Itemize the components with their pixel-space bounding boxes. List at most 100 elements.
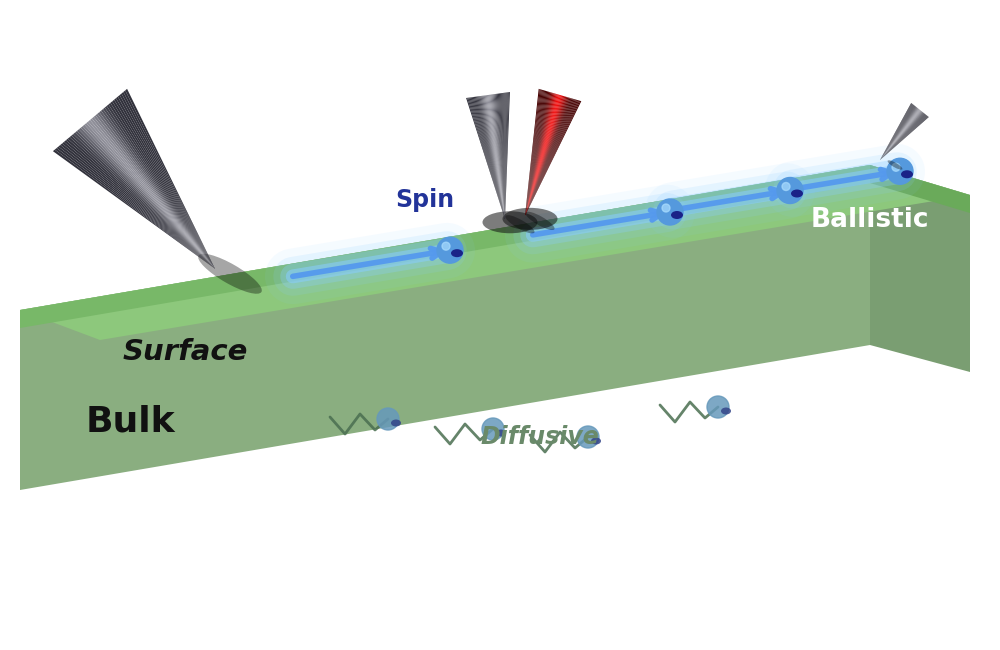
Polygon shape xyxy=(483,96,505,219)
Circle shape xyxy=(657,199,683,225)
Polygon shape xyxy=(480,96,505,219)
Polygon shape xyxy=(478,96,505,219)
Polygon shape xyxy=(474,97,505,219)
Polygon shape xyxy=(880,112,924,160)
Polygon shape xyxy=(870,165,970,372)
Polygon shape xyxy=(114,98,215,268)
Polygon shape xyxy=(505,92,509,219)
Polygon shape xyxy=(116,97,215,268)
Polygon shape xyxy=(525,100,578,216)
Ellipse shape xyxy=(888,161,902,170)
Circle shape xyxy=(437,237,463,263)
Polygon shape xyxy=(470,98,505,219)
Polygon shape xyxy=(880,109,919,160)
Polygon shape xyxy=(88,120,215,268)
Polygon shape xyxy=(62,142,215,268)
FancyArrowPatch shape xyxy=(673,191,787,210)
FancyArrowPatch shape xyxy=(293,251,447,276)
Polygon shape xyxy=(490,94,505,219)
Polygon shape xyxy=(112,99,215,268)
Polygon shape xyxy=(466,98,505,219)
Polygon shape xyxy=(55,148,215,268)
Polygon shape xyxy=(84,123,215,268)
Polygon shape xyxy=(880,108,918,160)
Polygon shape xyxy=(880,111,922,160)
Circle shape xyxy=(662,204,670,212)
Polygon shape xyxy=(880,107,916,160)
Polygon shape xyxy=(880,114,925,160)
Polygon shape xyxy=(880,111,921,160)
FancyArrowPatch shape xyxy=(793,172,897,189)
Polygon shape xyxy=(525,94,559,216)
Polygon shape xyxy=(66,138,215,268)
Polygon shape xyxy=(525,97,569,216)
Circle shape xyxy=(577,426,599,448)
Ellipse shape xyxy=(791,190,803,198)
FancyArrowPatch shape xyxy=(673,191,787,210)
FancyArrowPatch shape xyxy=(533,210,661,235)
Circle shape xyxy=(377,408,399,430)
Polygon shape xyxy=(525,92,550,216)
Ellipse shape xyxy=(721,408,731,415)
Polygon shape xyxy=(492,94,505,219)
Ellipse shape xyxy=(525,212,555,230)
Polygon shape xyxy=(473,97,505,219)
Polygon shape xyxy=(503,93,505,219)
Polygon shape xyxy=(77,129,215,268)
Polygon shape xyxy=(525,98,570,216)
Polygon shape xyxy=(880,114,926,160)
Polygon shape xyxy=(495,94,505,219)
Circle shape xyxy=(892,163,900,171)
Polygon shape xyxy=(53,150,215,268)
Polygon shape xyxy=(70,136,215,268)
Polygon shape xyxy=(96,114,215,268)
Polygon shape xyxy=(870,165,970,213)
Ellipse shape xyxy=(482,211,538,233)
Polygon shape xyxy=(525,91,548,216)
Polygon shape xyxy=(525,101,581,216)
Polygon shape xyxy=(525,96,563,216)
Polygon shape xyxy=(880,107,917,160)
Polygon shape xyxy=(73,133,215,268)
Polygon shape xyxy=(493,94,505,219)
Polygon shape xyxy=(525,100,579,216)
Polygon shape xyxy=(880,116,927,160)
Polygon shape xyxy=(99,111,215,268)
Polygon shape xyxy=(880,111,921,160)
Polygon shape xyxy=(880,115,927,160)
Polygon shape xyxy=(101,109,215,268)
FancyArrowPatch shape xyxy=(533,213,667,235)
Polygon shape xyxy=(525,94,556,216)
Polygon shape xyxy=(467,98,505,219)
Polygon shape xyxy=(525,90,545,216)
Polygon shape xyxy=(475,97,505,219)
Polygon shape xyxy=(103,107,215,268)
FancyArrowPatch shape xyxy=(793,170,891,189)
Polygon shape xyxy=(880,112,923,160)
FancyArrowPatch shape xyxy=(793,172,897,189)
Polygon shape xyxy=(468,98,505,219)
Ellipse shape xyxy=(503,208,558,230)
Polygon shape xyxy=(525,95,561,216)
Polygon shape xyxy=(880,105,915,160)
Polygon shape xyxy=(122,92,215,268)
Polygon shape xyxy=(86,122,215,268)
Polygon shape xyxy=(525,93,554,216)
Polygon shape xyxy=(525,96,565,216)
Polygon shape xyxy=(501,93,505,219)
Polygon shape xyxy=(880,106,916,160)
Polygon shape xyxy=(880,104,913,160)
Polygon shape xyxy=(525,92,549,216)
Polygon shape xyxy=(502,93,505,219)
Polygon shape xyxy=(525,90,544,216)
Polygon shape xyxy=(476,96,505,219)
Polygon shape xyxy=(505,92,507,219)
Polygon shape xyxy=(489,95,505,219)
Polygon shape xyxy=(525,98,573,216)
Polygon shape xyxy=(497,94,505,219)
Circle shape xyxy=(442,242,450,250)
Polygon shape xyxy=(525,98,572,216)
Ellipse shape xyxy=(496,430,506,437)
FancyArrowPatch shape xyxy=(533,213,667,235)
Polygon shape xyxy=(487,95,505,219)
